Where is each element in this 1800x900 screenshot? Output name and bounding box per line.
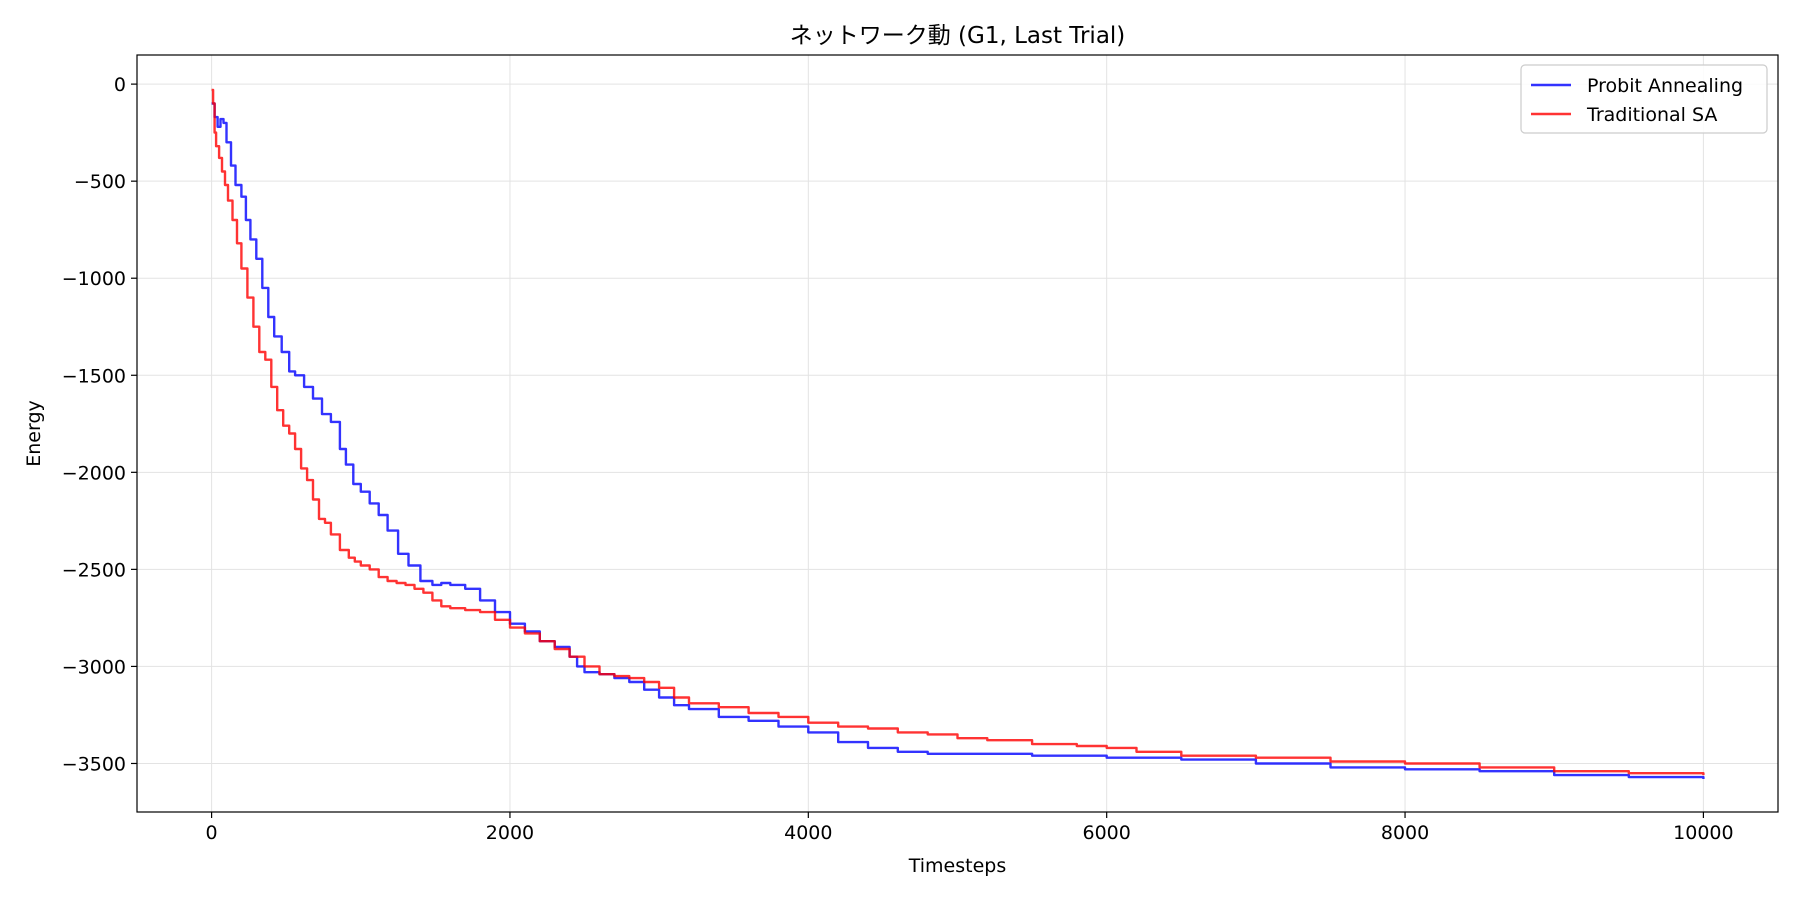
grid [137, 55, 1778, 812]
x-axis-ticks: 0 2000 4000 6000 8000 10000 [206, 812, 1734, 844]
legend-box [1520, 64, 1768, 134]
plot-frame [136, 54, 1779, 813]
series-line-traditional-sa [211, 88, 1705, 776]
y-tick-label: −1000 [62, 268, 126, 290]
legend-label-probit-annealing: Probit Annealing [1587, 75, 1743, 97]
series-layer [211, 88, 1705, 779]
legend: Probit Annealing Traditional SA [1520, 64, 1768, 134]
chart-title: ネットワーク動 (G1, Last Trial) [790, 23, 1126, 49]
x-tick-label: 6000 [1083, 822, 1131, 844]
y-tick-label: −500 [74, 171, 126, 193]
x-axis-label: Timesteps [908, 855, 1007, 877]
x-tick-label: 10000 [1673, 822, 1733, 844]
y-tick-label: −2500 [62, 559, 126, 581]
series-line-probit-annealing [211, 102, 1705, 779]
y-tick-label: −3500 [62, 753, 126, 775]
y-tick-label: −2000 [62, 462, 126, 484]
y-tick-label: −3000 [62, 656, 126, 678]
x-tick-label: 0 [206, 822, 218, 844]
x-tick-label: 4000 [784, 822, 832, 844]
x-tick-label: 2000 [486, 822, 534, 844]
y-tick-label: −1500 [62, 365, 126, 387]
x-tick-label: 8000 [1381, 822, 1429, 844]
y-tick-label: 0 [114, 74, 126, 96]
y-axis-ticks: 0 −500 −1000 −1500 −2000 −2500 −3000 −3500 [62, 74, 137, 775]
y-axis-label: Energy [23, 400, 45, 467]
legend-label-traditional-sa: Traditional SA [1586, 104, 1717, 126]
